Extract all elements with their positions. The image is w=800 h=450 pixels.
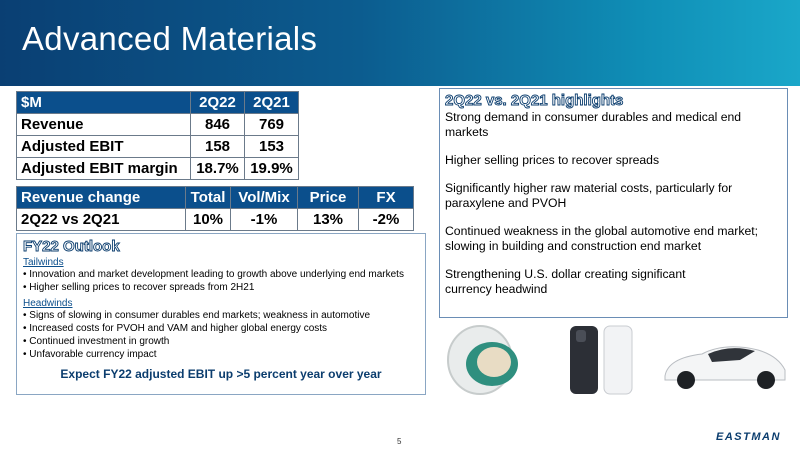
white-car-image bbox=[664, 346, 786, 389]
phone-cases-image bbox=[570, 325, 633, 395]
col-header: 2Q22 bbox=[190, 91, 245, 114]
highlights-box: 2Q22 vs. 2Q21 highlights Strong demand i… bbox=[439, 88, 788, 318]
outlook-expectation: Expect FY22 adjusted EBIT up >5 percent … bbox=[60, 367, 382, 381]
list-item: Signs of slowing in consumer durables en… bbox=[23, 310, 419, 322]
table-row: 2Q22 vs 2Q21 10% -1% 13% -2% bbox=[16, 208, 414, 231]
cell: -2% bbox=[358, 208, 414, 231]
list-item: Strengthening U.S. dollar creating signi… bbox=[445, 267, 686, 296]
col-header: Revenue change bbox=[16, 186, 186, 209]
list-item: Innovation and market development leadin… bbox=[23, 269, 419, 281]
list-item: Continued investment in growth bbox=[23, 336, 419, 348]
list-item: Unfavorable currency impact bbox=[23, 349, 419, 361]
col-header: $M bbox=[16, 91, 191, 114]
header-banner: Advanced Materials bbox=[0, 0, 800, 86]
outlook-title: FY22 Outlook bbox=[23, 238, 121, 256]
cell: 19.9% bbox=[244, 157, 299, 180]
cell: 153 bbox=[244, 135, 299, 158]
cell: -1% bbox=[230, 208, 298, 231]
compact-case-image bbox=[447, 325, 518, 395]
revenue-change-table: Revenue change Total Vol/Mix Price FX 2Q… bbox=[16, 186, 414, 231]
list-item: Significantly higher raw material costs,… bbox=[445, 181, 733, 210]
list-item: Higher selling prices to recover spreads bbox=[445, 153, 660, 167]
fy22-outlook-box: FY22 Outlook Tailwinds Innovation and ma… bbox=[16, 233, 426, 395]
highlights-title: 2Q22 vs. 2Q21 highlights bbox=[445, 92, 624, 109]
product-images bbox=[447, 325, 786, 395]
list-item: Increased costs for PVOH and VAM and hig… bbox=[23, 323, 419, 335]
cell: 846 bbox=[190, 113, 245, 136]
financials-table: $M 2Q22 2Q21 Revenue 846 769 Adjusted EB… bbox=[16, 91, 299, 180]
headwinds-label: Headwinds bbox=[23, 298, 73, 309]
cell: 18.7% bbox=[190, 157, 245, 180]
col-header: Total bbox=[185, 186, 231, 209]
page-number: 5 bbox=[397, 437, 402, 446]
row-label: Revenue bbox=[16, 113, 191, 136]
row-label: 2Q22 vs 2Q21 bbox=[16, 208, 186, 231]
tailwinds-label: Tailwinds bbox=[23, 257, 64, 268]
table-row: Adjusted EBIT margin 18.7% 19.9% bbox=[16, 157, 299, 180]
list-item: Strong demand in consumer durables and m… bbox=[445, 110, 742, 139]
col-header: Vol/Mix bbox=[230, 186, 298, 209]
cell: 10% bbox=[185, 208, 231, 231]
table-row: Revenue 846 769 bbox=[16, 113, 299, 136]
row-label: Adjusted EBIT bbox=[16, 135, 191, 158]
table-row: Adjusted EBIT 158 153 bbox=[16, 135, 299, 158]
cell: 769 bbox=[244, 113, 299, 136]
col-header: Price bbox=[297, 186, 359, 209]
col-header: 2Q21 bbox=[244, 91, 299, 114]
row-label: Adjusted EBIT margin bbox=[16, 157, 191, 180]
cell: 13% bbox=[297, 208, 359, 231]
col-header: FX bbox=[358, 186, 414, 209]
page-title: Advanced Materials bbox=[22, 20, 318, 57]
list-item: Continued weakness in the global automot… bbox=[445, 224, 759, 253]
cell: 158 bbox=[190, 135, 245, 158]
list-item: Higher selling prices to recover spreads… bbox=[23, 282, 419, 294]
company-logo: EASTMAN bbox=[716, 431, 781, 443]
